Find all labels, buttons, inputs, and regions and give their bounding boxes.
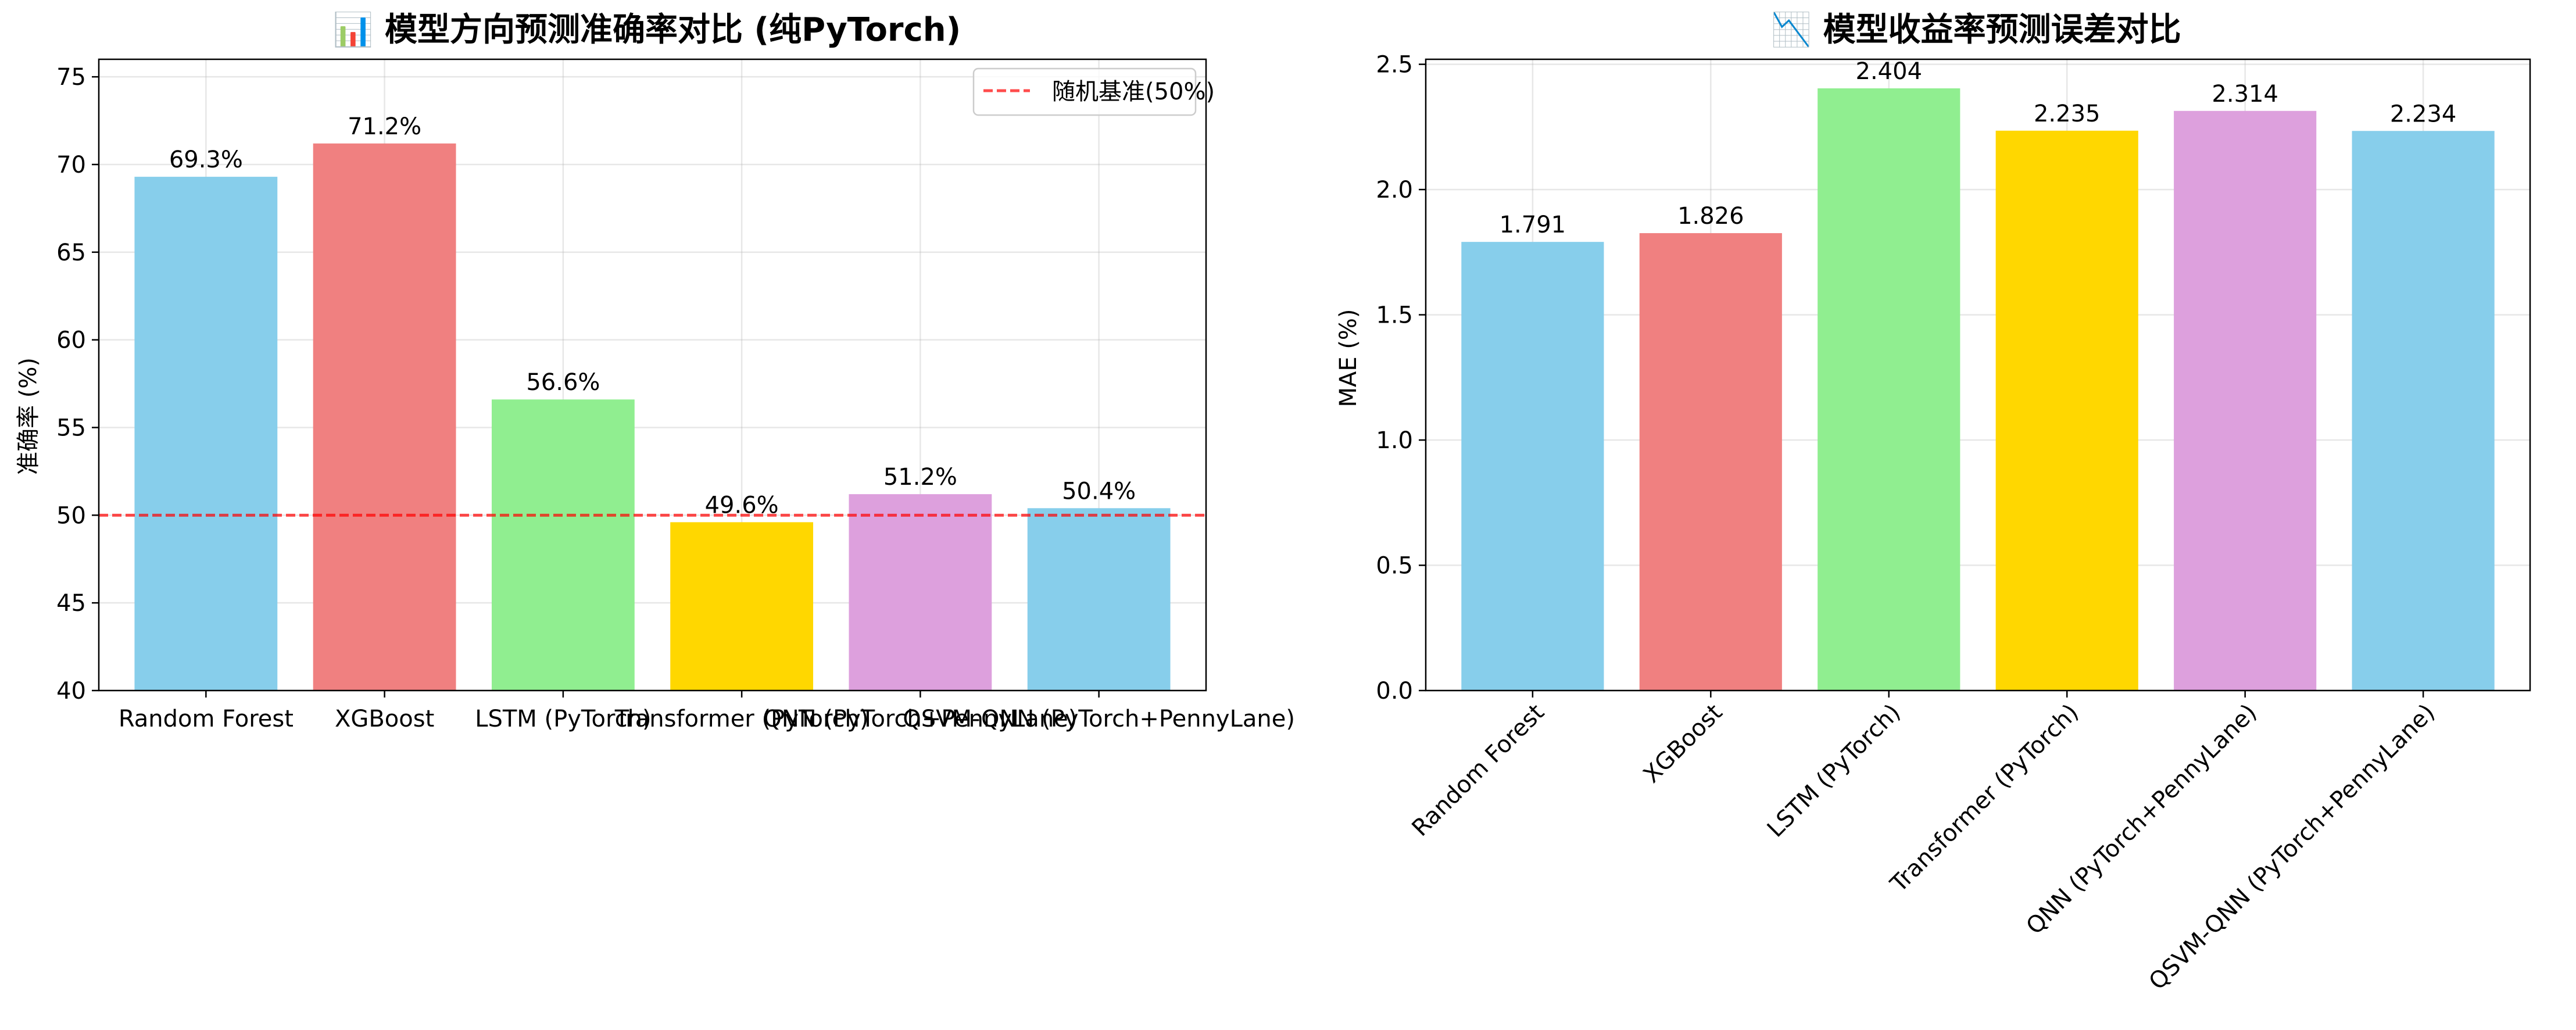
bar-value-label: 1.791 [1500, 212, 1566, 238]
mae-bars [1461, 88, 2495, 691]
legend-box [972, 67, 1197, 116]
x-tick-label: Transformer (PyTorch) [614, 706, 869, 732]
bar-random-forest [134, 177, 278, 691]
y-tick-label: 60 [56, 327, 86, 354]
accuracy-plot-frame [98, 58, 1207, 692]
y-tick-label: 0.0 [1376, 678, 1413, 704]
bar-qnn-pytorch-pennylane [849, 494, 992, 691]
bar-value-label: 2.314 [2212, 81, 2278, 108]
y-tick-label: 40 [56, 678, 86, 704]
x-tick-label: Transformer (PyTorch) [1885, 699, 2084, 898]
mae-y-axis-label: MAE (%) [1335, 309, 1362, 407]
x-tick-label: LSTM (PyTorch) [1762, 699, 1906, 843]
y-tick-label: 2.5 [1376, 52, 1413, 78]
y-tick-label: 70 [56, 152, 86, 178]
bar-lstm-pytorch [1817, 88, 1960, 691]
bar-value-label: 49.6% [705, 492, 779, 518]
x-tick-label: QSVM-QNN (PyTorch+PennyLane) [903, 706, 1295, 732]
bar-qnn-pytorch-pennylane [2174, 110, 2317, 691]
mae-chart-title: 📉 模型收益率预测误差对比 [1771, 11, 2181, 49]
bar-value-label: 1.826 [1677, 203, 1744, 230]
y-tick-label: 45 [56, 590, 86, 617]
y-tick-label: 50 [56, 502, 86, 529]
y-tick-label: 0.5 [1376, 553, 1413, 580]
legend-label: 随机基准(50%) [1052, 78, 1215, 105]
bar-value-label: 2.234 [2390, 101, 2457, 127]
accuracy-x-ticks: Random Forest XGBoost LSTM (PyTorch)Transf… [119, 691, 1295, 732]
accuracy-y-ticks: 40 45 50 55 60 65 70 75 [56, 64, 99, 704]
mae-plot-frame [1425, 58, 2531, 692]
bar-value-label: 71.2% [348, 113, 421, 140]
bar-qsvm-qnn-pytorch-pennylane [2352, 131, 2495, 691]
bar-lstm-pytorch [491, 399, 635, 691]
y-tick-label: 1.5 [1376, 302, 1413, 329]
x-tick-label: LSTM (PyTorch) [475, 706, 651, 732]
y-tick-label: 75 [56, 64, 86, 91]
bar-transformer-pytorch [1995, 130, 2138, 691]
x-tick-label: Random Forest [119, 706, 294, 732]
accuracy-y-axis-label: 准确率 (%) [15, 357, 42, 475]
bar-value-label: 51.2% [883, 464, 957, 491]
bar-xgboost [313, 143, 456, 691]
bar-transformer-pytorch [670, 522, 814, 691]
x-tick-label: XGBoost [1638, 699, 1728, 789]
x-tick-label: Random Forest [1407, 699, 1550, 842]
bar-random-forest [1461, 242, 1604, 691]
bar-value-label: 50.4% [1062, 478, 1136, 505]
bar-qsvm-qnn-pytorch-pennylane [1027, 508, 1171, 691]
bar-value-label: 69.3% [169, 146, 243, 173]
mae-chart: 📉 模型收益率预测误差对比 MAE (%) 1.791 1.826 2.404 2.2… [1335, 11, 2531, 996]
x-tick-label: XGBoost [335, 706, 434, 732]
mae-y-ticks: 0.0 0.5 1.0 1.5 2.0 2.5 [1376, 52, 1426, 704]
bar-value-label: 2.404 [1856, 58, 1923, 85]
accuracy-legend: 随机基准(50%) [972, 67, 1215, 116]
y-tick-label: 65 [56, 239, 86, 266]
accuracy-chart-title: 📊 模型方向预测准确率对比 (纯PyTorch) [333, 11, 961, 49]
y-tick-label: 1.0 [1376, 427, 1413, 454]
x-tick-label: QNN (PyTorch+PennyLane) [763, 706, 1077, 732]
accuracy-chart: 📊 模型方向预测准确率对比 (纯PyTorch) 准确率 (%) 69.3% 71… [15, 11, 1295, 732]
y-tick-label: 2.0 [1376, 177, 1413, 203]
x-tick-label: QSVM-QNN (PyTorch+PennyLane) [2144, 699, 2441, 996]
accuracy-bars [134, 143, 1171, 691]
bar-value-label: 56.6% [526, 369, 600, 396]
y-tick-label: 55 [56, 415, 86, 442]
bar-xgboost [1639, 233, 1782, 691]
bar-value-label: 2.235 [2034, 101, 2101, 127]
accuracy-value-labels: 69.3% 71.2% 56.6% 49.6% 51.2% 50.4% [169, 113, 1136, 519]
mae-value-labels: 1.791 1.826 2.404 2.235 2.314 2.234 [1500, 58, 2457, 238]
mae-x-ticks: Random Forest XGBoost LSTM (PyTorch)Transf… [1407, 691, 2441, 996]
